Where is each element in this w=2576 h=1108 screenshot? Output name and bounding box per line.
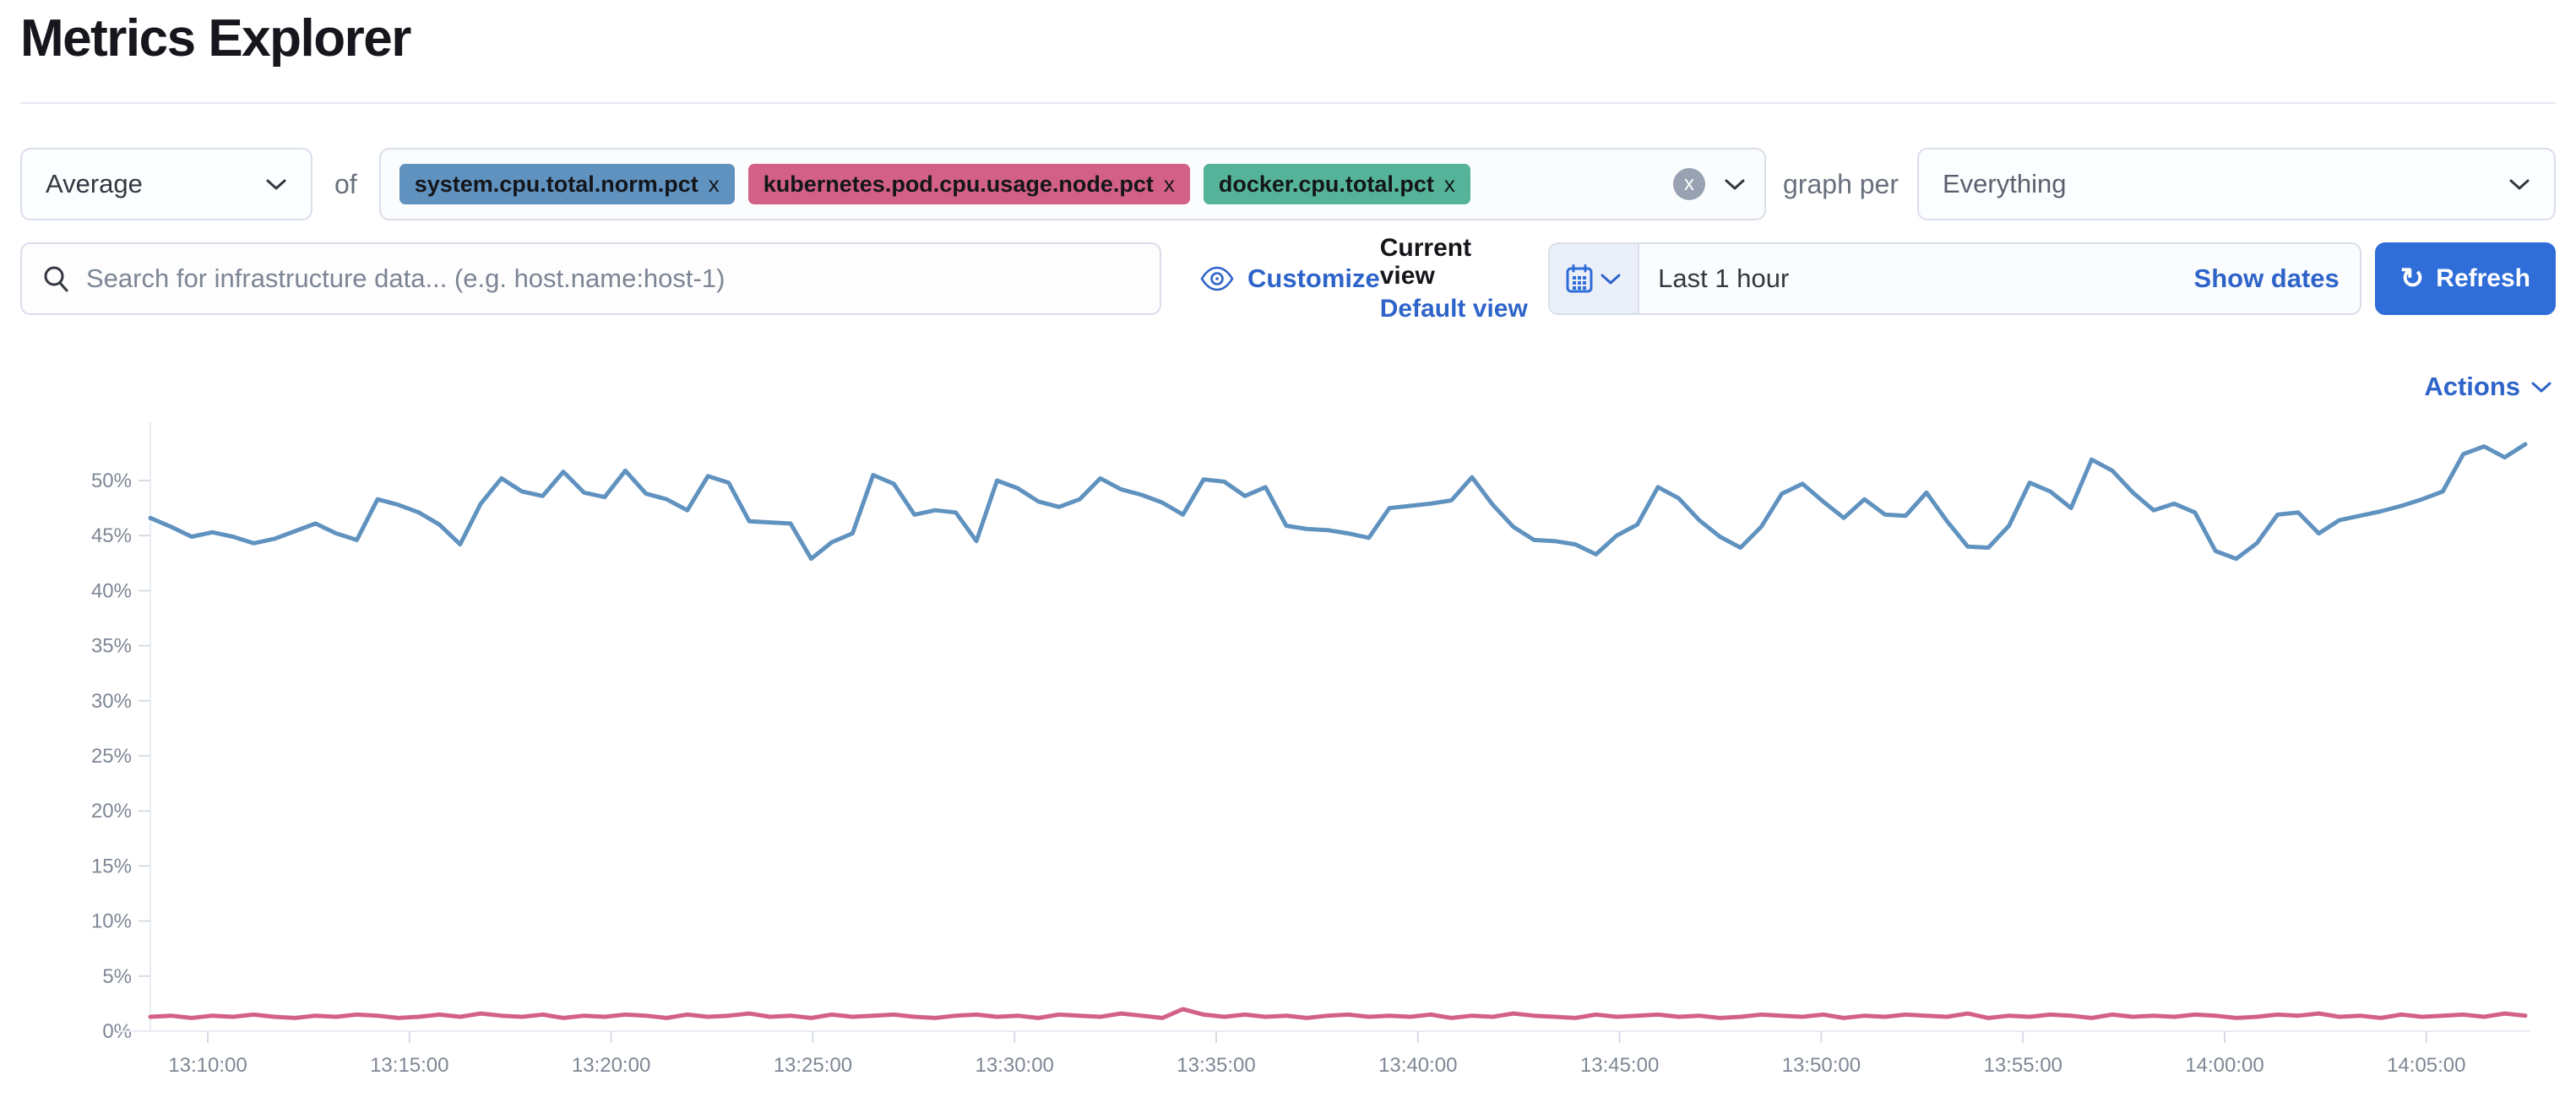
metric-expression-row: Average of system.cpu.total.norm.pct x k… (20, 148, 2556, 220)
metrics-chart[interactable]: 0% 5% 10% 15% 20% 25% 30% 35% 40% 45% 50% 13:10:00 1… (0, 414, 2576, 1081)
svg-text:35%: 35% (91, 635, 132, 658)
clear-all-metrics-icon[interactable]: x (1673, 168, 1706, 200)
current-view-label: Current view (1379, 234, 1472, 290)
svg-text:45%: 45% (91, 524, 132, 547)
metric-badge-kubernetes-pod-cpu[interactable]: kubernetes.pod.cpu.usage.node.pct x (747, 164, 1190, 204)
search-box[interactable] (20, 242, 1161, 315)
svg-text:30%: 30% (91, 690, 132, 713)
time-range-picker: Last 1 hour Show dates (1548, 242, 2361, 315)
svg-text:13:45:00: 13:45:00 (1580, 1054, 1659, 1077)
chevron-down-icon (266, 179, 286, 190)
metric-badge-docker-cpu[interactable]: docker.cpu.total.pct x (1203, 164, 1470, 204)
svg-text:13:20:00: 13:20:00 (572, 1054, 650, 1077)
chevron-down-icon (1600, 274, 1621, 284)
header-divider (20, 102, 2556, 104)
metric-badge-system-cpu[interactable]: system.cpu.total.norm.pct x (399, 164, 735, 204)
graph-per-select[interactable]: Everything (1917, 148, 2556, 220)
page-header: Metrics Explorer (0, 0, 2576, 104)
chevron-down-icon[interactable] (1724, 177, 1746, 191)
svg-text:13:40:00: 13:40:00 (1378, 1054, 1457, 1077)
time-range-value[interactable]: Last 1 hour (1658, 263, 1790, 293)
actions-menu-button[interactable]: Actions (2424, 372, 2552, 402)
remove-metric-icon[interactable]: x (708, 171, 720, 197)
refresh-button[interactable]: ↻ Refresh (2374, 242, 2556, 315)
eye-icon (1200, 266, 1234, 291)
aggregation-value: Average (46, 169, 143, 198)
refresh-label: Refresh (2436, 263, 2530, 292)
svg-text:13:10:00: 13:10:00 (168, 1054, 247, 1077)
svg-text:5%: 5% (102, 965, 132, 988)
svg-text:10%: 10% (91, 910, 132, 933)
actions-label: Actions (2424, 372, 2520, 401)
remove-metric-icon[interactable]: x (1443, 171, 1455, 197)
customize-button[interactable]: Customize (1200, 263, 1380, 294)
metrics-combobox[interactable]: system.cpu.total.norm.pct x kubernetes.p… (378, 148, 1767, 220)
svg-text:13:35:00: 13:35:00 (1177, 1054, 1255, 1077)
cpu-usage-line-chart[interactable]: 0%5%10%15%20%25%30%35%40%45%50%13:10:00 1… (0, 414, 2576, 1081)
aggregation-select[interactable]: Average (20, 148, 312, 220)
svg-text:50%: 50% (91, 470, 132, 492)
svg-text:13:25:00: 13:25:00 (774, 1054, 852, 1077)
svg-text:13:30:00: 13:30:00 (975, 1054, 1053, 1077)
view-indicator: Current view Default view (1380, 234, 1531, 323)
metric-badge-label: kubernetes.pod.cpu.usage.node.pct (763, 171, 1154, 197)
svg-text:13:55:00: 13:55:00 (1983, 1054, 2062, 1077)
svg-text:15%: 15% (91, 855, 132, 877)
svg-text:40%: 40% (91, 579, 132, 602)
quick-select-button[interactable] (1550, 243, 1640, 313)
svg-text:14:05:00: 14:05:00 (2387, 1054, 2465, 1077)
chevron-down-icon (2509, 179, 2530, 190)
of-label: of (334, 168, 357, 199)
search-icon (44, 266, 68, 291)
svg-text:20%: 20% (91, 800, 132, 823)
metric-badge-label: docker.cpu.total.pct (1218, 171, 1434, 197)
search-input[interactable] (86, 263, 1139, 294)
actions-row: Actions (20, 372, 2552, 402)
calendar-icon (1566, 263, 1593, 292)
metric-badge-label: system.cpu.total.norm.pct (414, 171, 698, 197)
chevron-down-icon (2531, 382, 2552, 393)
svg-text:13:15:00: 13:15:00 (370, 1054, 448, 1077)
svg-text:14:00:00: 14:00:00 (2185, 1054, 2264, 1077)
show-dates-button[interactable]: Show dates (2193, 263, 2340, 293)
svg-text:13:50:00: 13:50:00 (1782, 1054, 1861, 1077)
refresh-icon: ↻ (2399, 262, 2425, 295)
graph-per-value: Everything (1943, 169, 2067, 198)
customize-label: Customize (1247, 263, 1380, 293)
page-title: Metrics Explorer (20, 9, 411, 68)
default-view-link[interactable]: Default view (1379, 295, 1528, 323)
remove-metric-icon[interactable]: x (1163, 171, 1175, 197)
graph-per-label: graph per (1783, 168, 1899, 199)
svg-text:25%: 25% (91, 745, 132, 768)
search-time-row: Customize Current view Default view Last… (20, 234, 2556, 323)
